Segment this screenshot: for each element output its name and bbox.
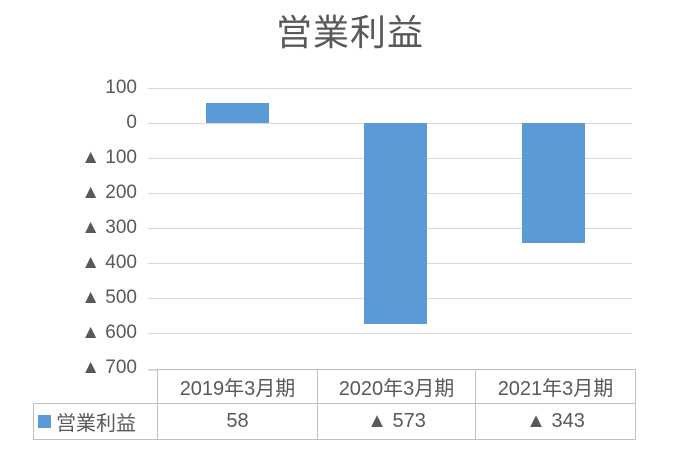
- table-value-cell: ▲ 573: [317, 403, 476, 440]
- y-axis-tick-label: ▲ 400: [81, 252, 137, 274]
- data-table-value-row: 営業利益 58 ▲ 573 ▲ 343: [33, 403, 636, 440]
- legend-square-icon: [38, 415, 51, 428]
- axis-tick: [148, 369, 158, 371]
- y-axis-tick-label: ▲ 100: [81, 147, 137, 169]
- table-header-cell: 2020年3月期: [317, 369, 476, 404]
- y-axis-tick-label: 100: [105, 77, 137, 99]
- y-axis-tick-label: ▲ 300: [81, 217, 137, 239]
- gridline: [148, 87, 632, 90]
- table-value-cell: 58: [157, 403, 318, 440]
- y-axis-tick-label: ▲ 500: [81, 287, 137, 309]
- y-axis-tick-label: 0: [126, 112, 137, 134]
- legend-cell: 営業利益: [33, 403, 158, 440]
- y-axis-tick-label: ▲ 600: [81, 322, 137, 344]
- bar: [205, 103, 269, 124]
- gridline: [148, 332, 632, 335]
- data-table: 2019年3月期 2020年3月期 2021年3月期 営業利益 58 ▲ 573 ▲ 3…: [33, 369, 636, 440]
- y-axis-tick-label: ▲ 200: [81, 182, 137, 204]
- table-header-cell: 2019年3月期: [157, 369, 318, 404]
- table-corner-cell: [34, 370, 158, 404]
- table-header-cell: 2021年3月期: [475, 369, 636, 404]
- legend-label: 営業利益: [56, 413, 136, 435]
- bar: [521, 123, 585, 244]
- y-axis-tick-label: ▲ 700: [81, 357, 137, 379]
- chart-title: 営業利益: [275, 12, 424, 53]
- table-value-cell: ▲ 343: [475, 403, 636, 440]
- bar: [363, 123, 427, 324]
- data-table-header-row: 2019年3月期 2020年3月期 2021年3月期: [34, 369, 636, 404]
